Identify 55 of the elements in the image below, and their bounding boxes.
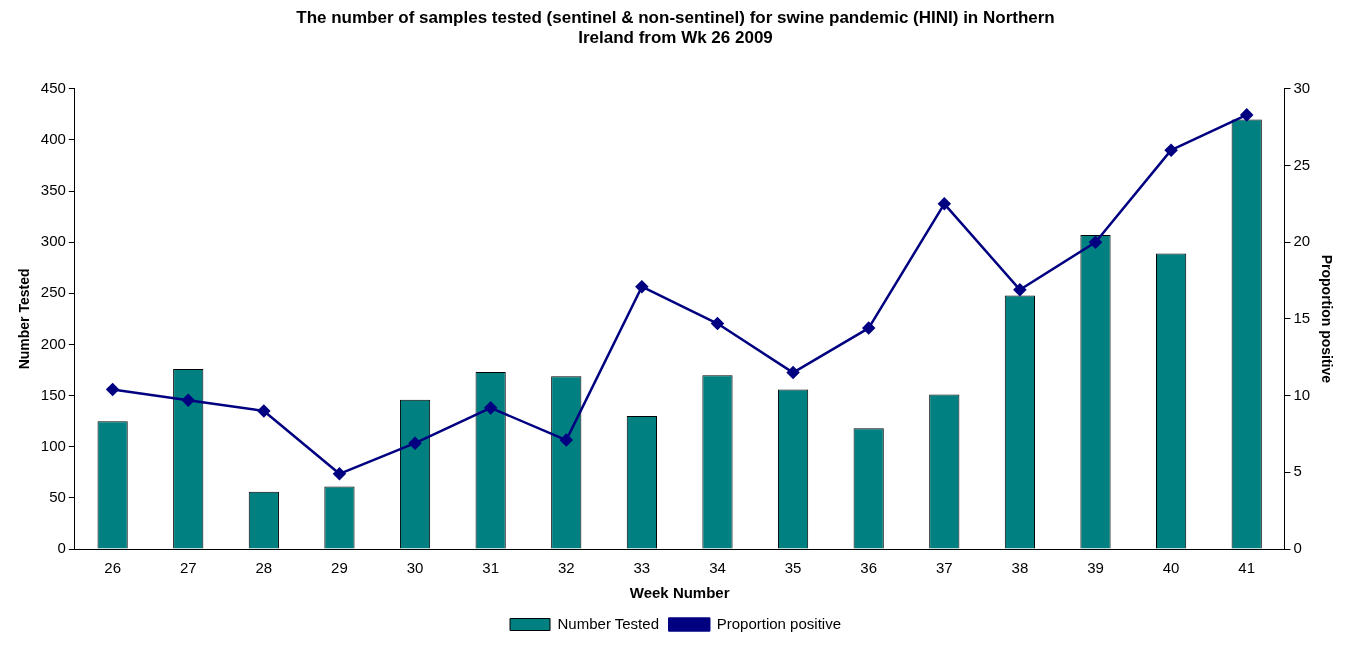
point: [484, 401, 497, 415]
y2-tick-label: 30: [1293, 78, 1311, 96]
y-tick-label: 200: [40, 334, 66, 352]
x-tick-label: 38: [1011, 559, 1029, 577]
x-tick-label: 34: [709, 559, 726, 577]
x-axis-title: Week Number: [629, 584, 730, 602]
x-tick-label: 32: [557, 559, 575, 577]
x-tick-label: 26: [104, 559, 121, 577]
point: [106, 383, 119, 396]
x-tick-label: 37: [935, 559, 953, 577]
y-tick-label: 450: [40, 78, 66, 96]
x-tick-label: 29: [331, 559, 348, 577]
point: [1164, 143, 1178, 157]
point: [257, 404, 271, 418]
x-tick-label: 31: [482, 559, 499, 577]
legend-label: Number Tested: [557, 614, 659, 632]
point: [1089, 235, 1102, 249]
y-tick-label: 150: [40, 385, 66, 403]
y2-tick-label: 0: [1293, 539, 1302, 557]
y-tick-label: 250: [40, 283, 66, 301]
legend-label: Proportion positive: [716, 614, 841, 632]
x-tick-label: 36: [860, 559, 878, 577]
y2-tick-label: 10: [1293, 385, 1311, 403]
y2-tick-label: 20: [1293, 232, 1311, 250]
y2-tick-label: 25: [1293, 155, 1311, 173]
y2-tick-label: 5: [1293, 462, 1302, 480]
point: [1240, 108, 1253, 122]
point: [181, 393, 195, 407]
x-tick-label: 27: [179, 559, 197, 577]
x-tick-label: 39: [1087, 559, 1104, 577]
point: [408, 436, 422, 450]
point: [786, 366, 800, 379]
x-tick-label: 28: [255, 559, 273, 577]
y2-axis-title: Proportion positive: [1318, 254, 1335, 384]
y-tick-label: 350: [40, 181, 66, 199]
point: [333, 467, 346, 481]
y-tick-label: 0: [57, 539, 66, 557]
point: [560, 433, 573, 447]
y-axis-title: Number Tested: [16, 268, 33, 370]
point: [1013, 283, 1027, 296]
y-tick-label: 400: [40, 130, 66, 148]
y-tick-label: 50: [49, 488, 66, 506]
x-tick-label: 41: [1238, 559, 1256, 577]
chart-title: The number of samples tested (sentinel & non-sentinel) for swine pandemic (HINI) in Northern Ireland from Wk 26 2009: [296, 7, 1055, 48]
y-tick-label: 100: [40, 436, 66, 454]
x-tick-label: 33: [633, 559, 651, 577]
y2-tick-label: 15: [1293, 309, 1311, 327]
point: [938, 197, 951, 211]
point: [635, 280, 649, 293]
point: [711, 317, 724, 330]
y-tick-label: 300: [40, 232, 66, 250]
point: [862, 321, 875, 335]
x-tick-label: 35: [784, 559, 802, 577]
x-tick-label: 40: [1162, 559, 1180, 577]
x-tick-label: 30: [406, 559, 424, 577]
